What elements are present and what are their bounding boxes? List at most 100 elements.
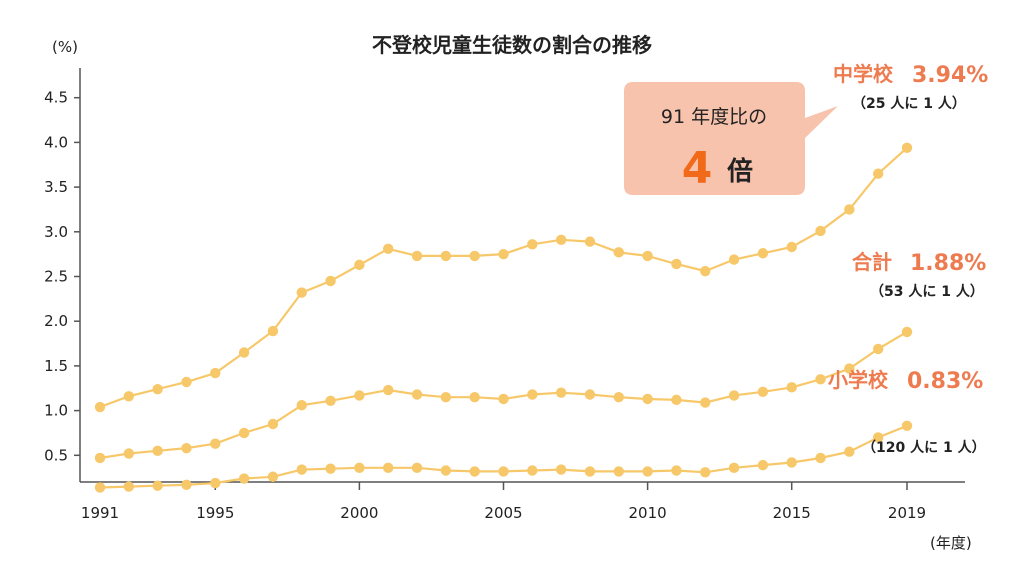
x-tick-label: 1995 — [196, 504, 234, 522]
data-point-junior-high — [815, 225, 826, 237]
data-point-junior-high — [700, 265, 711, 277]
y-tick-label: 3.5 — [44, 178, 68, 196]
data-point-elementary — [181, 479, 192, 491]
data-point-elementary — [786, 457, 797, 468]
series-value-junior-high: 3.94% — [912, 63, 988, 88]
data-point-elementary — [152, 480, 163, 491]
series-layer — [94, 142, 913, 493]
data-point-total — [555, 387, 567, 398]
series-name-junior-high: 中学校 — [833, 62, 894, 86]
data-point-junior-high — [584, 236, 596, 247]
data-point-total — [844, 363, 855, 374]
data-point-elementary — [671, 465, 682, 476]
data-point-junior-high — [383, 243, 394, 254]
series-value-elementary: 0.83% — [907, 369, 983, 394]
callout-number: 4 — [682, 143, 713, 194]
series-ratio-junior-high: （25 人に 1 人） — [852, 95, 966, 112]
data-point-junior-high — [181, 376, 192, 388]
series-ratio-elementary: （120 人に 1 人） — [862, 439, 986, 456]
x-axis-ticks: 1991 1995 2000 2005 2010 2015 2019 — [81, 482, 926, 522]
data-point-elementary — [325, 463, 336, 474]
data-point-total — [296, 400, 307, 411]
data-point-total — [383, 384, 394, 396]
data-point-elementary — [498, 466, 509, 477]
data-point-total — [238, 427, 250, 439]
data-point-elementary — [238, 473, 250, 484]
data-point-elementary — [584, 466, 596, 477]
data-point-elementary — [555, 464, 567, 475]
callout-text: 91 年度比の — [661, 106, 767, 128]
callout: 91 年度比の 4 倍 — [624, 82, 838, 195]
label-group-junior-high: 中学校 3.94% （25 人に 1 人） — [833, 62, 988, 112]
data-point-total — [498, 393, 509, 405]
data-point-total — [815, 374, 826, 385]
data-point-junior-high — [469, 250, 480, 262]
data-point-junior-high — [210, 367, 221, 379]
y-tick-label: 3.0 — [44, 223, 68, 241]
data-point-junior-high — [757, 248, 769, 259]
y-axis-ticks: 0.5 1.0 1.5 2.0 2.5 3.0 3.5 4.0 4.5 — [44, 89, 80, 464]
data-point-total — [872, 343, 884, 355]
data-point-total — [901, 326, 913, 338]
series-value-total: 1.88% — [910, 251, 986, 276]
data-point-elementary — [123, 481, 135, 492]
data-point-total — [152, 445, 163, 457]
data-point-total — [440, 391, 452, 403]
data-point-total — [642, 393, 653, 405]
data-point-total — [786, 382, 797, 393]
data-point-total — [181, 442, 192, 454]
y-tick-label: 0.5 — [44, 446, 68, 464]
y-axis-unit: (%) — [52, 38, 78, 56]
data-point-elementary — [383, 462, 394, 474]
data-point-junior-high — [498, 248, 509, 260]
x-axis-unit: (年度) — [930, 534, 972, 552]
data-point-junior-high — [527, 239, 538, 250]
callout-unit: 倍 — [727, 156, 753, 187]
data-point-elementary — [728, 462, 740, 474]
data-point-total — [354, 390, 365, 401]
data-point-junior-high — [267, 325, 279, 337]
data-point-elementary — [411, 462, 423, 474]
data-point-total — [325, 395, 336, 406]
data-point-elementary — [267, 471, 279, 482]
data-point-junior-high — [152, 383, 163, 395]
y-tick-label: 1.5 — [44, 357, 68, 375]
data-point-junior-high — [844, 204, 855, 215]
data-point-elementary — [469, 466, 480, 477]
data-point-elementary — [527, 465, 538, 476]
data-point-total — [411, 389, 423, 400]
data-point-junior-high — [440, 250, 452, 262]
series-ratio-total: （53 人に 1 人） — [870, 283, 984, 300]
y-tick-label: 2.5 — [44, 268, 68, 286]
chart-title: 不登校児童生徒数の割合の推移 — [372, 33, 652, 57]
data-point-junior-high — [555, 234, 567, 246]
data-point-junior-high — [872, 168, 884, 179]
data-point-elementary — [642, 466, 653, 477]
data-point-junior-high — [728, 254, 740, 265]
data-point-elementary — [94, 482, 106, 493]
data-point-total — [613, 391, 624, 403]
data-point-junior-high — [901, 142, 913, 153]
data-point-junior-high — [123, 391, 135, 402]
data-point-elementary — [354, 462, 365, 474]
data-point-elementary — [700, 467, 711, 478]
data-point-total — [267, 418, 279, 430]
data-point-elementary — [210, 477, 221, 489]
data-point-junior-high — [786, 241, 797, 253]
callout-bubble — [624, 82, 838, 195]
data-point-elementary — [613, 466, 624, 477]
data-point-elementary — [844, 446, 855, 457]
series-line-elementary — [99, 424, 908, 489]
data-point-junior-high — [325, 275, 336, 287]
data-point-total — [757, 386, 769, 398]
data-point-total — [94, 452, 106, 464]
y-tick-label: 1.0 — [44, 402, 68, 420]
x-tick-label: 2005 — [484, 504, 522, 522]
data-point-total — [527, 389, 538, 400]
data-point-total — [700, 397, 711, 408]
data-point-junior-high — [411, 250, 423, 262]
label-group-elementary: 小学校 0.83% （120 人に 1 人） — [828, 368, 986, 456]
x-tick-label: 1991 — [81, 504, 119, 522]
data-point-junior-high — [354, 259, 365, 271]
